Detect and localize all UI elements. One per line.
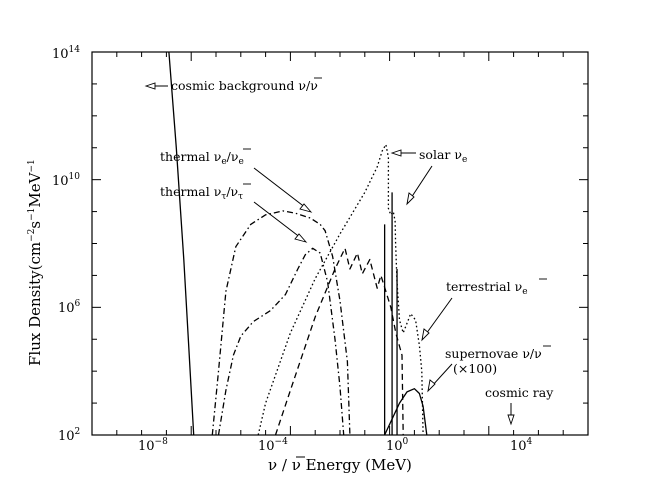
x-axis-title: ν / ν Energy (MeV) xyxy=(268,456,412,474)
annotation-label: cosmic ray xyxy=(485,385,554,400)
annotation-arrowhead xyxy=(390,149,402,157)
y-tick-label: 1010 xyxy=(52,172,80,189)
x-tick-label: 100 xyxy=(386,437,409,454)
x-tick-label: 104 xyxy=(510,437,533,454)
x-tick-label: 10−8 xyxy=(138,437,168,454)
annotation-label: terrestrial νe xyxy=(446,279,528,297)
y-tick-label: 1014 xyxy=(52,45,80,62)
series-line xyxy=(211,210,351,436)
annotation-arrowhead xyxy=(421,328,430,342)
annotation-thermal-e: thermal νe/νe xyxy=(160,148,313,213)
series-line xyxy=(168,51,195,436)
annotation-solar: solar νe xyxy=(390,147,467,206)
y-tick-label: 106 xyxy=(58,299,81,316)
y-axis-title: Flux Density(cm−2s−1MeV−1 xyxy=(26,159,44,366)
annotation-arrowhead xyxy=(427,379,436,393)
annotation-arrow xyxy=(253,167,307,209)
annotation-label: solar νe xyxy=(419,147,467,165)
series-line xyxy=(274,247,404,436)
annotation-arrowhead xyxy=(507,414,515,426)
annotation-arrowhead xyxy=(144,82,156,90)
annotation-supernovae: supernovae ν/ν (×100) xyxy=(427,345,551,393)
annotation-arrowhead xyxy=(406,192,415,206)
annotation-label-line2: (×100) xyxy=(453,361,497,376)
annotation-arrow xyxy=(253,201,302,239)
annotation-arrow xyxy=(431,363,453,387)
series-line xyxy=(217,247,345,436)
annotation-arrow xyxy=(410,165,433,199)
annotation-thermal-tau: thermal ντ/ντ xyxy=(160,183,308,243)
annotation-label: supernovae ν/ν xyxy=(445,346,542,361)
y-tick-label: 102 xyxy=(58,427,80,444)
annotation-label: thermal νe/νe xyxy=(160,149,244,167)
annotation-label: cosmic background ν/ν xyxy=(171,78,318,93)
data-curves xyxy=(168,51,428,436)
x-tick-label: 10−4 xyxy=(258,437,288,454)
series-line xyxy=(384,388,428,436)
axis-ticks xyxy=(91,51,589,436)
annotation-arrowhead xyxy=(294,233,308,243)
annotation-terrestrial: terrestrial νe xyxy=(421,278,547,342)
annotation-cosmic-ray: cosmic ray xyxy=(485,385,554,426)
plot-frame xyxy=(91,51,589,436)
annotation-arrowhead xyxy=(299,203,313,213)
annotation-arrow xyxy=(425,297,453,335)
annotation-label: thermal ντ/ντ xyxy=(160,184,243,202)
annotation-cosmic-background: cosmic background ν/ν xyxy=(144,77,322,93)
